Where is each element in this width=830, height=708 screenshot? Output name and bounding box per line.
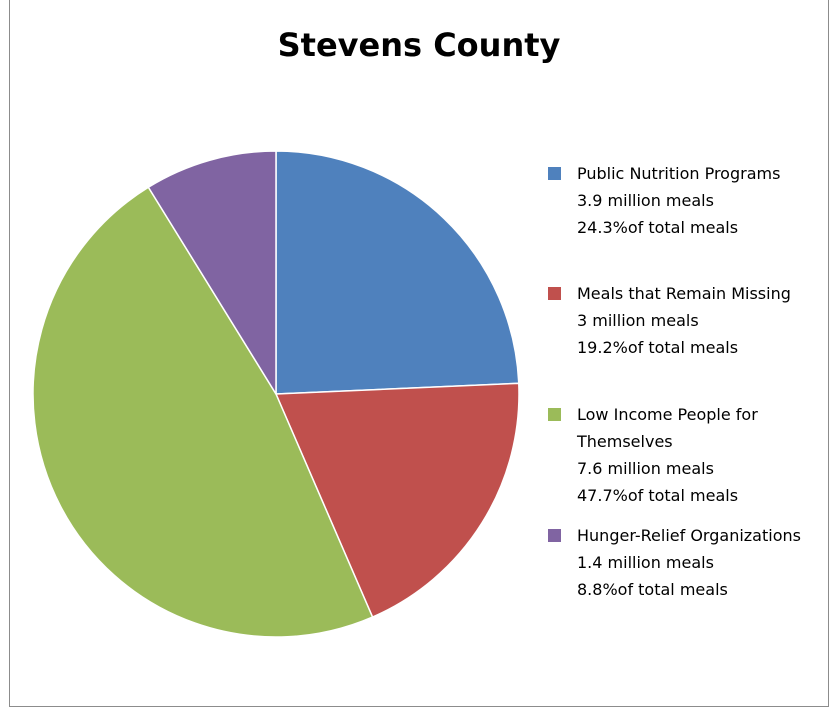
chart-title: Stevens County [277,26,561,64]
legend-amount: 1.4 million meals [577,553,714,572]
legend-item-low-income: Low Income People for Themselves 7.6 mil… [548,401,818,509]
legend-label: Hunger-Relief Organizations [577,526,801,545]
legend-percent: 47.7%of total meals [577,486,739,505]
legend-item-meals-missing: Meals that Remain Missing 3 million meal… [548,280,818,361]
legend-key-low-income [548,408,561,421]
legend-percent: 8.8%of total meals [577,580,728,599]
legend-amount: 7.6 million meals [577,459,714,478]
legend-item-hunger-relief: Hunger-Relief Organizations 1.4 million … [548,522,818,603]
pie-slice-public-nutrition [275,150,520,395]
legend-key-hunger-relief [548,529,561,542]
pie-slice-low-income [32,186,374,638]
legend-label: Low Income People for Themselves [577,405,758,451]
legend-key-meals-missing [548,287,561,300]
legend-amount: 3 million meals [577,311,699,330]
legend-label: Public Nutrition Programs [577,164,781,183]
legend-percent: 19.2%of total meals [577,338,739,357]
legend-label: Meals that Remain Missing [577,284,791,303]
pie-slice-hunger-relief [147,150,277,397]
legend-key-public-nutrition [548,167,561,180]
legend-amount: 3.9 million meals [577,191,714,210]
legend-percent: 24.3%of total meals [577,218,739,237]
pie-slice-meals-missing [274,382,520,618]
legend-item-public-nutrition: Public Nutrition Programs 3.9 million me… [548,160,818,241]
